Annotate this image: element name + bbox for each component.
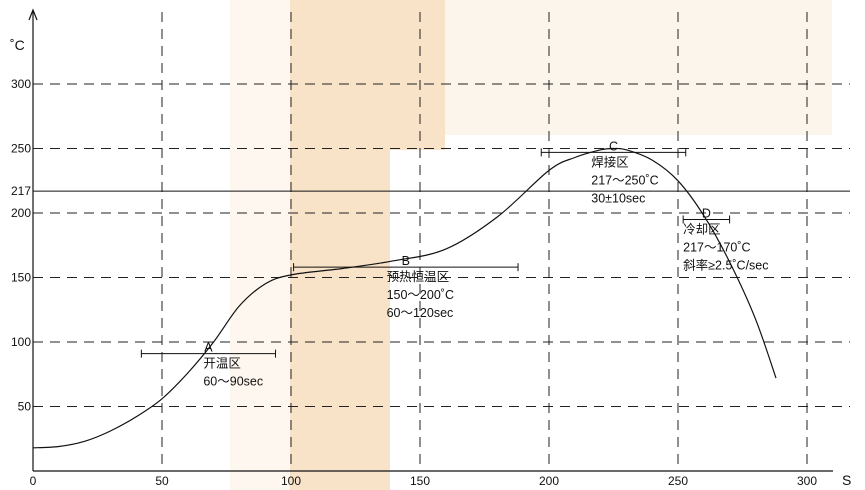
annotation-C-line-1: 217～250˚C [591,173,658,187]
x-tick-label-150: 150 [410,474,430,488]
series-line-temperature-profile [32,147,777,449]
background-band-left [230,0,290,490]
x-tick-label-50: 50 [155,474,169,488]
annotation-B-line-1: 150～200˚C [387,288,454,302]
x-axis-label: S [842,472,851,488]
reference-layer: 217 [11,184,850,198]
y-axis-arrow-icon [28,8,38,21]
annotation-C-letter: C [609,139,618,153]
annotation-D: D 冷却区 217～170˚C 斜率≥2.5˚C/sec [682,206,769,272]
background-band-mid [290,0,445,490]
annotations-layer: A 开温区 60～90sec B 预热恒温区 150～200˚C 60～120sec C焊接区… [140,139,769,389]
annotation-A-line-1: 60～90sec [203,375,263,389]
x-tick-label-200: 200 [539,474,559,488]
annotation-A: A 开温区 60～90sec [140,341,277,389]
x-tick-label-300: 300 [797,474,817,488]
y-axis-label: ˚C [10,37,25,53]
series-layer [32,147,777,449]
annotation-C-line-0: 焊接区 [591,154,629,169]
annotation-B-line-2: 60～120sec [387,306,454,320]
annotation-D-letter: D [702,206,711,220]
annotation-B-line-0: 预热恒温区 [387,270,450,284]
annotation-D-line-2: 斜率≥2.5˚C/sec [683,257,768,272]
x-tick-label-100: 100 [281,474,301,488]
annotation-B: B 预热恒温区 150～200˚C 60～120sec [293,254,519,320]
x-tick-label-0: 0 [30,474,37,488]
annotation-C-line-2: 30±10sec [591,191,645,205]
reference-line-label: 217 [11,184,31,198]
grid-layer [33,12,850,471]
annotation-B-letter: B [402,254,410,268]
y-tick-label-50: 50 [18,400,32,414]
annotation-A-line-0: 开温区 [203,357,241,371]
x-tick-label-250: 250 [668,474,688,488]
annotation-D-line-1: 217～170˚C [683,240,750,254]
y-tick-label-100: 100 [11,335,31,349]
annotation-D-line-0: 冷却区 [683,222,721,236]
axes-layer [28,8,833,472]
annotation-A-letter: A [204,341,213,355]
y-tick-label-200: 200 [11,206,31,220]
y-tick-label-150: 150 [11,271,31,285]
y-tick-label-300: 300 [11,77,31,91]
background-band-right [445,0,832,135]
y-tick-label-250: 250 [11,142,31,156]
ticks-layer: 0 50 100 150 200 250 300 50 100 150 200 250 300 [11,77,817,488]
